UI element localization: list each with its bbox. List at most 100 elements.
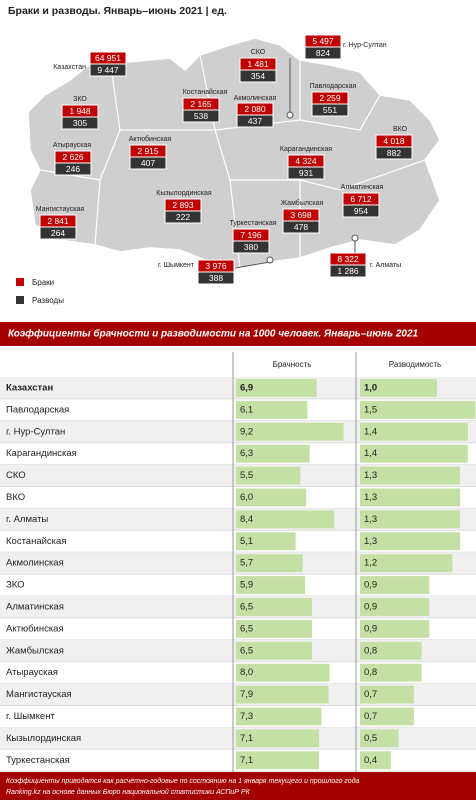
divorces-box bbox=[311, 103, 349, 117]
divorces-box bbox=[182, 109, 220, 123]
divorces-value: 246 bbox=[66, 164, 80, 174]
marriages-value: 2 259 bbox=[319, 93, 341, 103]
divorce-bar bbox=[360, 663, 422, 682]
divorces-value: 478 bbox=[294, 222, 308, 232]
divorces-box bbox=[287, 166, 325, 180]
marriages-value: 4 018 bbox=[383, 136, 405, 146]
divorces-value: 437 bbox=[248, 116, 262, 126]
divorces-value: 1 286 bbox=[337, 266, 359, 276]
region-name: Костанайская bbox=[183, 88, 228, 96]
region-name: г. Шымкент bbox=[158, 262, 195, 269]
marriage-value: 5,7 bbox=[240, 558, 253, 569]
divorces-value: 538 bbox=[194, 111, 208, 121]
divorces-value: 954 bbox=[354, 206, 368, 216]
divorces-box bbox=[236, 114, 274, 128]
table-header-bar bbox=[0, 322, 476, 346]
marriage-bar bbox=[236, 532, 296, 551]
marriages-value: 4 324 bbox=[295, 156, 317, 166]
marriages-value: 2 080 bbox=[244, 104, 266, 114]
region-name: ВКО bbox=[393, 126, 408, 133]
divorce-value: 0,7 bbox=[364, 689, 377, 700]
row-name: ВКО bbox=[6, 492, 25, 503]
marriage-value: 7,9 bbox=[240, 689, 253, 700]
column-header: Брачность bbox=[273, 360, 312, 369]
row-name: г. Алматы bbox=[6, 514, 48, 525]
divorces-box bbox=[61, 116, 99, 130]
divorce-value: 0,7 bbox=[364, 711, 377, 722]
marriage-value: 6,1 bbox=[240, 404, 253, 415]
marriage-value: 5,1 bbox=[240, 536, 253, 547]
divorce-value: 1,0 bbox=[364, 382, 377, 393]
marriage-bar bbox=[236, 379, 317, 397]
row-name: Жамбылская bbox=[6, 645, 64, 656]
row-name: Карагандинская bbox=[6, 448, 77, 459]
row-name: Костанайская bbox=[6, 536, 66, 547]
marriage-bar bbox=[236, 598, 313, 616]
divorce-value: 0,8 bbox=[364, 645, 377, 656]
marriage-bar bbox=[236, 466, 301, 485]
divorce-bar bbox=[360, 488, 461, 507]
marriages-value: 2 893 bbox=[172, 200, 194, 210]
divorces-value: 222 bbox=[176, 212, 190, 222]
row-name: Кызылординская bbox=[6, 733, 81, 744]
marriage-value: 8,0 bbox=[240, 667, 253, 678]
divorce-value: 1,4 bbox=[364, 426, 377, 437]
divorce-value: 0,9 bbox=[364, 623, 377, 634]
marriage-value: 6,5 bbox=[240, 645, 253, 656]
divorces-box bbox=[342, 204, 380, 218]
marriage-bar bbox=[236, 554, 303, 573]
divorce-value: 0,8 bbox=[364, 667, 377, 678]
divorces-value: 388 bbox=[209, 273, 223, 283]
footnote: Коэффициенты приводятся как расчётно-год… bbox=[6, 777, 360, 785]
marriage-value: 7,1 bbox=[240, 755, 253, 766]
divorce-value: 1,3 bbox=[364, 470, 377, 481]
divorces-value: 380 bbox=[244, 242, 258, 252]
marriage-value: 6,3 bbox=[240, 448, 253, 459]
divorce-bar bbox=[360, 379, 437, 397]
marriage-bar bbox=[236, 685, 329, 704]
marriage-bar bbox=[236, 619, 313, 638]
divorces-value: 9 447 bbox=[97, 65, 119, 75]
divorces-value: 407 bbox=[141, 158, 155, 168]
divorce-value: 0,5 bbox=[364, 733, 377, 744]
marriage-value: 5,9 bbox=[240, 580, 253, 591]
region-name: г. Нур-Султан bbox=[343, 42, 387, 49]
row-name: Актюбинская bbox=[6, 623, 64, 634]
divorce-bar bbox=[360, 422, 468, 441]
divorce-value: 0,4 bbox=[364, 755, 377, 766]
marriage-value: 6,5 bbox=[240, 623, 253, 634]
divorces-box bbox=[232, 240, 270, 254]
marriages-value: 2 915 bbox=[137, 146, 159, 156]
marriage-bar bbox=[236, 444, 310, 463]
marriages-value: 1 948 bbox=[69, 106, 91, 116]
divorces-box bbox=[329, 264, 367, 278]
marriage-value: 7,1 bbox=[240, 733, 253, 744]
divorce-bar bbox=[360, 466, 461, 485]
marriages-value: 2 165 bbox=[190, 99, 212, 109]
pointer bbox=[234, 261, 271, 269]
divorce-bar bbox=[360, 576, 430, 594]
footer-bar bbox=[0, 772, 476, 800]
row-name: г. Нур-Султан bbox=[6, 426, 65, 437]
region-name: г. Алматы bbox=[370, 262, 401, 269]
divorce-value: 1,3 bbox=[364, 514, 377, 525]
city-dot bbox=[266, 256, 274, 264]
divorce-bar bbox=[360, 729, 399, 748]
marriage-bar bbox=[236, 641, 313, 660]
row-name: Казахстан bbox=[6, 382, 53, 393]
divorces-value: 354 bbox=[251, 71, 265, 81]
divorce-bar bbox=[360, 554, 453, 573]
row-name: Алматинская bbox=[6, 601, 64, 612]
marriage-bar bbox=[236, 707, 322, 726]
column-header: Разводимость bbox=[389, 360, 441, 369]
divorce-value: 0,9 bbox=[364, 601, 377, 612]
row-name: Атырауская bbox=[6, 667, 58, 678]
region-name: Жамбылская bbox=[281, 199, 324, 207]
region-name: Атырауская bbox=[53, 142, 91, 149]
region-name: Казахстан bbox=[53, 64, 86, 71]
region-name: Актюбинская bbox=[129, 135, 172, 143]
divorces-box bbox=[239, 69, 277, 83]
marriage-value: 6,5 bbox=[240, 601, 253, 612]
divorces-box bbox=[54, 162, 92, 176]
marriages-value: 6 712 bbox=[350, 194, 372, 204]
